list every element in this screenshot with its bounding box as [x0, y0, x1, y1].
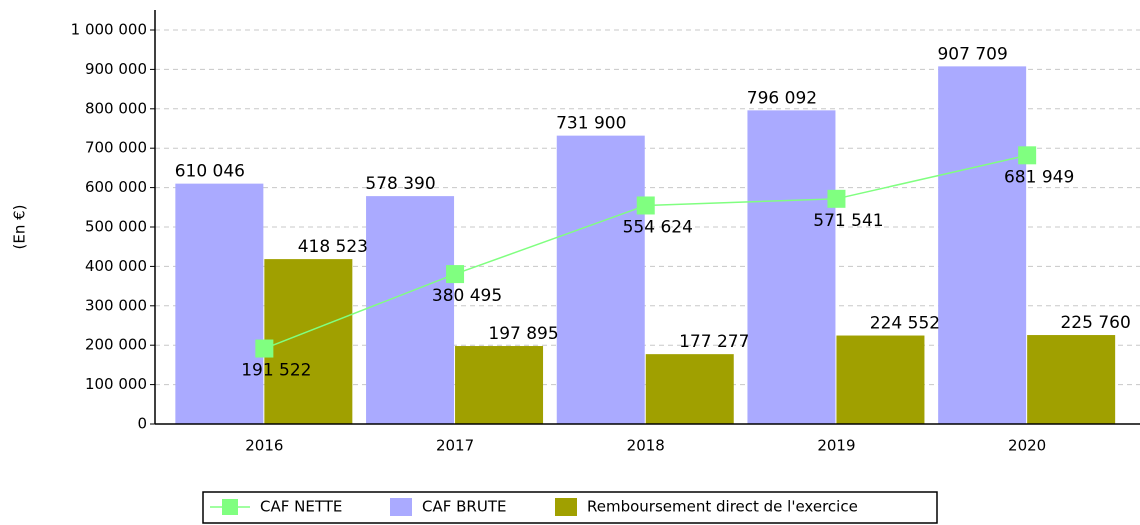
data-label: 418 523 — [298, 237, 368, 257]
bar — [175, 183, 264, 424]
x-tick-label: 2019 — [817, 437, 855, 455]
legend-label: Remboursement direct de l'exercice — [587, 498, 858, 516]
data-label: 177 277 — [679, 332, 749, 352]
bar — [264, 259, 353, 424]
y-tick-label: 500 000 — [85, 218, 147, 236]
x-tick-label: 2016 — [245, 437, 283, 455]
y-tick-label: 700 000 — [85, 139, 147, 157]
data-label: 796 092 — [747, 88, 817, 108]
data-label: 225 760 — [1060, 313, 1130, 333]
x-tick-label: 2018 — [627, 437, 665, 455]
line-marker — [827, 189, 846, 208]
y-tick-label: 0 — [137, 415, 147, 433]
bar — [556, 135, 645, 424]
legend-swatch — [555, 498, 577, 516]
legend-label: CAF BRUTE — [422, 498, 506, 516]
data-label: 731 900 — [556, 114, 626, 134]
y-tick-label: 100 000 — [85, 375, 147, 393]
y-tick-label: 600 000 — [85, 178, 147, 196]
y-tick-label: 400 000 — [85, 257, 147, 275]
data-label: 907 709 — [937, 44, 1007, 64]
data-label: 224 552 — [870, 314, 940, 334]
x-tick-label: 2020 — [1008, 437, 1046, 455]
y-tick-label: 300 000 — [85, 296, 147, 314]
data-label: 571 541 — [813, 211, 883, 231]
line-marker — [636, 196, 655, 215]
data-label: 681 949 — [1004, 167, 1074, 187]
bar — [938, 66, 1027, 424]
line-marker — [255, 339, 274, 358]
line-marker — [446, 265, 465, 284]
legend-label: CAF NETTE — [260, 498, 342, 516]
legend-swatch — [390, 498, 412, 516]
legend-swatch — [222, 499, 238, 515]
y-tick-label: 200 000 — [85, 336, 147, 354]
bar — [455, 346, 544, 424]
y-tick-label: 900 000 — [85, 60, 147, 78]
data-label: 610 046 — [175, 162, 245, 182]
data-label: 578 390 — [365, 174, 435, 194]
bar — [1027, 335, 1116, 424]
data-label: 191 522 — [241, 361, 311, 381]
bar — [836, 335, 925, 424]
y-tick-label: 1 000 000 — [71, 21, 147, 39]
data-label: 554 624 — [623, 217, 693, 237]
data-label: 380 495 — [432, 286, 502, 306]
bar — [645, 354, 734, 424]
data-label: 197 895 — [488, 324, 558, 344]
bar — [747, 110, 836, 424]
y-axis-label: (En €) — [11, 205, 29, 250]
line-marker — [1018, 146, 1037, 165]
x-tick-label: 2017 — [436, 437, 474, 455]
y-tick-label: 800 000 — [85, 99, 147, 117]
bar — [366, 196, 455, 424]
